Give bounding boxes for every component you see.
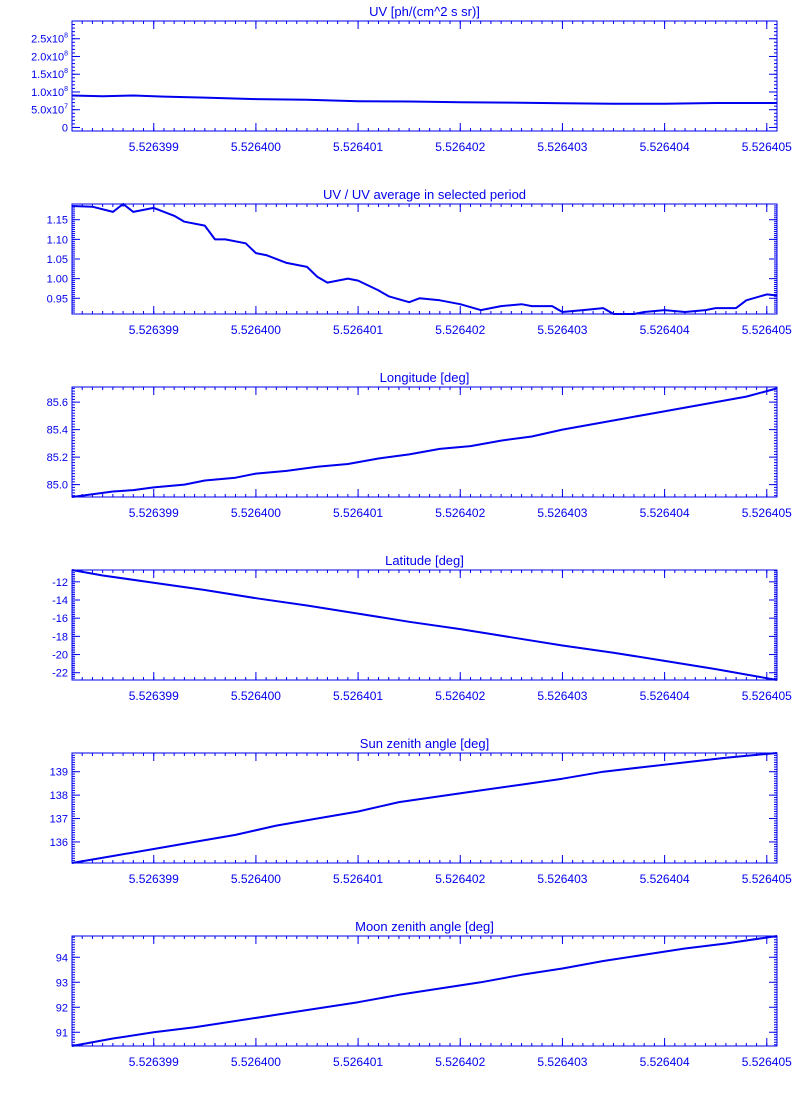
y-tick-label: 93 — [56, 977, 68, 989]
x-tick-label: 5.526400 — [231, 1055, 281, 1069]
y-tick-label: 1.5x108 — [31, 68, 68, 81]
y-tick-label: 85.0 — [47, 480, 68, 492]
y-tick-label: -16 — [52, 613, 68, 625]
chart-panel-3: Longitude [deg] 85.0 85.2 85.4 85.6 5.526399 5… — [47, 370, 793, 520]
x-tick-label: 5.526403 — [537, 689, 587, 703]
chart-panel-4: Latitude [deg] -22 -20 -18 -16 -14 -12 5.526399… — [52, 553, 792, 703]
chart-title: UV [ph/(cm^2 s sr)] — [369, 4, 480, 19]
plot-frame — [71, 20, 778, 132]
x-tick-label: 5.526401 — [333, 689, 383, 703]
x-tick-label: 5.526405 — [742, 689, 792, 703]
x-tick-label: 5.526401 — [333, 1055, 383, 1069]
x-tick-label: 5.526399 — [129, 689, 179, 703]
series-line — [71, 569, 778, 681]
y-tick-label: 0 — [62, 122, 68, 134]
y-tick-label: 92 — [56, 1002, 68, 1014]
x-tick-label: 5.526399 — [129, 872, 179, 886]
y-tick-label: -18 — [52, 631, 68, 643]
x-tick-label: 5.526403 — [537, 1055, 587, 1069]
chart-title: UV / UV average in selected period — [323, 187, 526, 202]
y-tick-label: 5.0x107 — [31, 104, 68, 117]
x-tick-label: 5.526401 — [333, 872, 383, 886]
y-tick-label: -12 — [52, 577, 68, 589]
x-tick-label: 5.526399 — [129, 506, 179, 520]
chart-title: Longitude [deg] — [380, 370, 470, 385]
y-tick-label: 85.6 — [47, 397, 68, 409]
x-tick-label: 5.526405 — [742, 323, 792, 337]
y-tick-label: 2.5x108 — [31, 33, 68, 46]
x-tick-label: 5.526405 — [742, 506, 792, 520]
chart-title: Sun zenith angle [deg] — [360, 736, 489, 751]
chart-panel-5: Sun zenith angle [deg] 136 137 138 139 5.5263… — [50, 736, 792, 886]
y-tick-label: 1.0x108 — [31, 86, 68, 99]
chart-title: Latitude [deg] — [385, 553, 464, 568]
y-tick-label: 1.15 — [47, 215, 68, 227]
series-line — [71, 935, 778, 1047]
chart-panel-2: UV / UV average in selected period 0.95 1.… — [47, 187, 793, 337]
x-tick-label: 5.526402 — [435, 872, 485, 886]
x-tick-label: 5.526403 — [537, 506, 587, 520]
y-tick-label: 1.00 — [47, 274, 68, 286]
x-tick-label: 5.526403 — [537, 140, 587, 154]
x-tick-label: 5.526404 — [640, 689, 690, 703]
x-tick-label: 5.526402 — [435, 1055, 485, 1069]
x-tick-label: 5.526403 — [537, 323, 587, 337]
x-tick-label: 5.526400 — [231, 140, 281, 154]
series-line — [71, 752, 778, 864]
series-line — [71, 203, 778, 315]
y-tick-label: -14 — [52, 595, 68, 607]
x-tick-label: 5.526404 — [640, 140, 690, 154]
x-tick-label: 5.526401 — [333, 323, 383, 337]
y-tick-label: 136 — [50, 837, 68, 849]
x-tick-label: 5.526405 — [742, 1055, 792, 1069]
y-tick-label: 139 — [50, 767, 68, 779]
y-tick-label: 85.4 — [47, 425, 68, 437]
x-tick-label: 5.526399 — [129, 140, 179, 154]
x-tick-label: 5.526405 — [742, 872, 792, 886]
x-tick-label: 5.526402 — [435, 140, 485, 154]
y-tick-label: 137 — [50, 814, 68, 826]
y-tick-label: 91 — [56, 1027, 68, 1039]
chart-panel-6: Moon zenith angle [deg] 91 92 93 94 5.526399 5… — [56, 919, 792, 1069]
x-tick-label: 5.526401 — [333, 140, 383, 154]
chart-panel-1: UV [ph/(cm^2 s sr)] 0 5.0x107 1.0x108 1.5x10… — [31, 4, 792, 154]
y-tick-label: 0.95 — [47, 293, 68, 305]
y-tick-label: -20 — [52, 650, 68, 662]
y-tick-label: 2.0x108 — [31, 50, 68, 63]
x-tick-label: 5.526403 — [537, 872, 587, 886]
x-tick-label: 5.526404 — [640, 506, 690, 520]
series-line — [71, 94, 777, 105]
x-tick-label: 5.526399 — [129, 1055, 179, 1069]
plot-frame — [71, 386, 778, 498]
x-tick-label: 5.526404 — [640, 323, 690, 337]
plot-frame — [71, 203, 778, 315]
y-tick-label: 1.05 — [47, 254, 68, 266]
series-line — [71, 387, 778, 498]
x-tick-label: 5.526404 — [640, 872, 690, 886]
plot-frame — [71, 752, 778, 864]
x-tick-label: 5.526405 — [742, 140, 792, 154]
x-tick-label: 5.526402 — [435, 506, 485, 520]
x-tick-label: 5.526400 — [231, 872, 281, 886]
x-tick-label: 5.526401 — [333, 506, 383, 520]
y-tick-label: 94 — [56, 952, 68, 964]
y-tick-label: 138 — [50, 790, 68, 802]
x-tick-label: 5.526404 — [640, 1055, 690, 1069]
plot-frame — [71, 935, 778, 1047]
x-tick-label: 5.526400 — [231, 506, 281, 520]
y-tick-label: -22 — [52, 668, 68, 680]
chart-title: Moon zenith angle [deg] — [355, 919, 494, 934]
x-tick-label: 5.526399 — [129, 323, 179, 337]
x-tick-label: 5.526402 — [435, 689, 485, 703]
x-tick-label: 5.526402 — [435, 323, 485, 337]
x-tick-label: 5.526400 — [231, 689, 281, 703]
y-tick-label: 1.10 — [47, 234, 68, 246]
y-tick-label: 85.2 — [47, 452, 68, 464]
x-tick-label: 5.526400 — [231, 323, 281, 337]
